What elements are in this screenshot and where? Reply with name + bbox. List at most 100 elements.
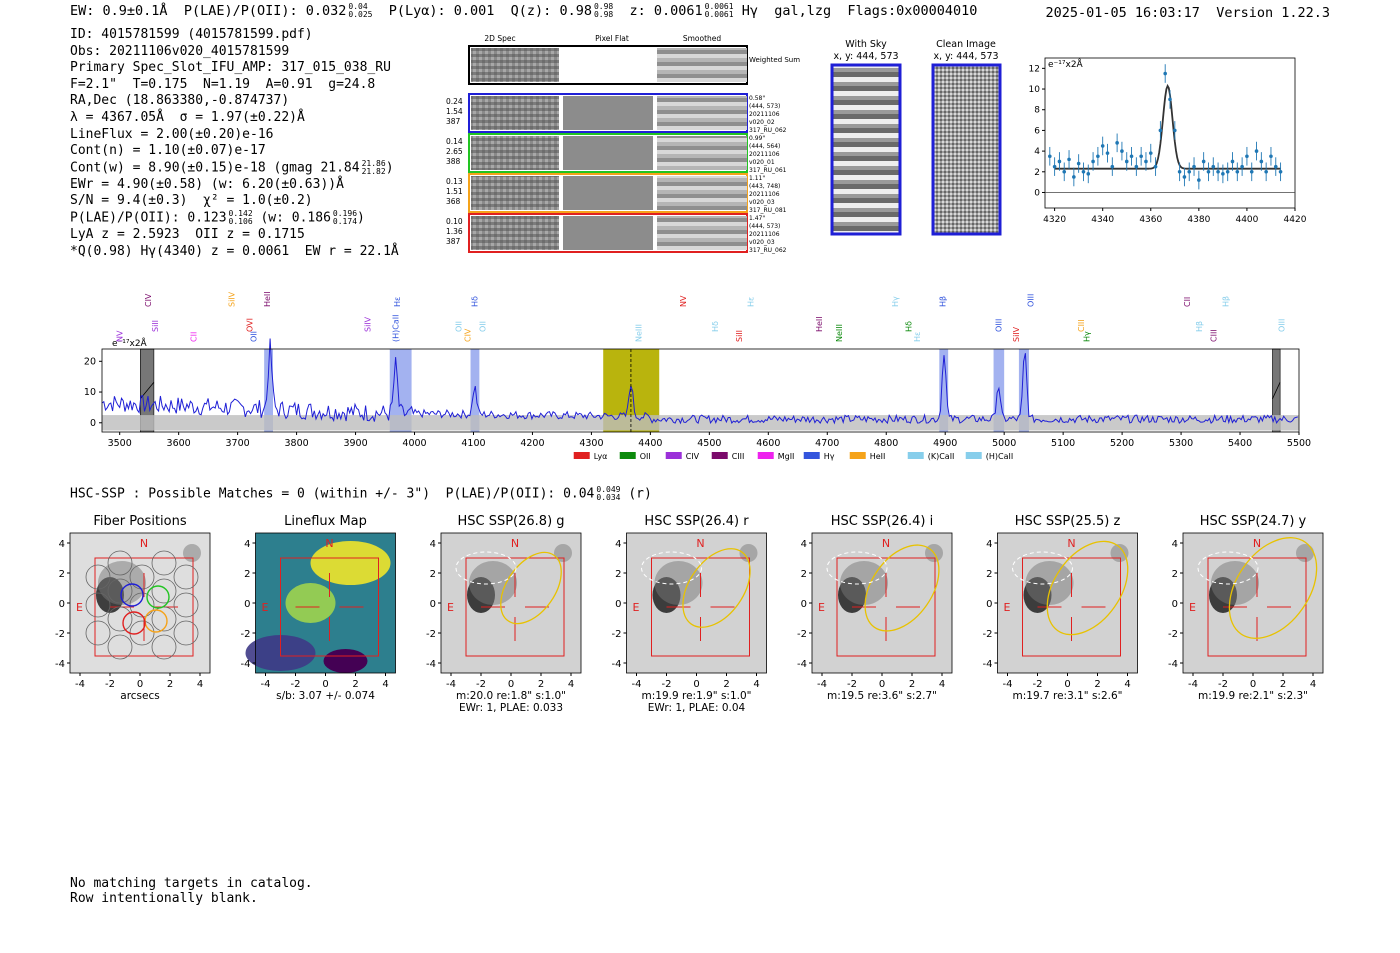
full-xtick-label: 5000: [992, 438, 1016, 449]
info-plae-text: P(LAE)/P(OII): 0.123: [70, 210, 227, 226]
zoom-data-point: [1269, 154, 1273, 159]
cutout-ytick-label: 0: [59, 599, 65, 610]
zoom-xtick-label: 4360: [1139, 215, 1162, 225]
with-sky-xy: x, y: 444, 573: [833, 51, 898, 62]
neighbor-source: [1296, 544, 1314, 562]
aperture-box: [1207, 557, 1307, 657]
cutout-xtick-label: 0: [1064, 679, 1070, 690]
zoom-data-point: [1273, 164, 1278, 169]
cutout-xtick-label: 2: [723, 679, 729, 690]
compass-n: N: [1067, 537, 1075, 550]
fiber-circle: [107, 578, 133, 604]
fiber-row-meta: 1.11": [749, 175, 765, 182]
header-plae: P(LAE)/P(OII): 0.032: [183, 3, 347, 19]
cutout-xtick-label: 2: [538, 679, 544, 690]
line-label: OVI: [245, 318, 254, 332]
fiber-row-meta: v020_03: [749, 199, 775, 206]
header-class: gal,lzg: [774, 3, 832, 19]
fiber-row-meta: 20211106: [749, 151, 780, 158]
fiber-circle: [85, 620, 111, 646]
compass-e: E: [76, 601, 83, 614]
hsc-tail: (r): [628, 486, 652, 502]
smoothed-image: [657, 96, 747, 130]
full-xtick-label: 4300: [579, 438, 603, 449]
selected-fiber: [120, 583, 144, 607]
fiber-row-meta: 317_RU_061: [749, 167, 787, 174]
line-label: Hε: [747, 297, 756, 307]
cutout-title: HSC SSP(24.7) y: [1200, 514, 1307, 529]
info-plae-w-lo: 0.174: [332, 217, 358, 227]
zoom-xtick-label: 4320: [1043, 215, 1066, 225]
cutout-xtick-label: 4: [197, 679, 203, 690]
cutout-xtick-label: -2: [105, 679, 115, 690]
info-plae-hi: 0.142: [228, 209, 253, 219]
cutout-ytick-label: 2: [430, 569, 436, 580]
cutout-frame: [626, 532, 767, 674]
header-qz: Q(z): 0.98: [510, 3, 592, 19]
zoom-fit-chart: 4320 4340 4360 4380 4400 4420 0 2 4 6 8 10 12 e⁻¹⁷x2Å: [1029, 57, 1307, 225]
legend-label: MgII: [778, 452, 795, 461]
legend-swatch: [619, 452, 636, 459]
fiber-circle: [85, 592, 111, 618]
info-primary: Primary Spec_Slot_IFU_AMP: 317_015_038_R…: [70, 60, 391, 76]
cutout-ytick-label: -4: [983, 659, 993, 670]
line-label: SiII: [151, 320, 160, 332]
header-qz-hi: 0.98: [593, 2, 614, 11]
line-label: Hγ: [891, 296, 900, 307]
cutout-ytick-label: 4: [986, 539, 992, 550]
with-sky-image: [830, 63, 902, 236]
zoom-data-point: [1144, 159, 1148, 164]
compass-n: N: [325, 537, 333, 550]
cutout-xtick-label: 4: [1124, 679, 1130, 690]
line-label: OII: [478, 321, 487, 332]
fiber-row-stat: 387: [446, 117, 461, 126]
zoom-data-point: [1148, 151, 1153, 155]
info-q: *Q(0.98) Hγ(4340) z = 0.0061 EW r = 22.1…: [70, 243, 399, 259]
legend-swatch: [803, 452, 820, 459]
zoom-data-point: [1278, 169, 1283, 174]
cutout-xtick-label: -2: [662, 679, 672, 690]
compass-e: E: [633, 601, 640, 614]
lineflux-blob: [310, 541, 391, 585]
zoom-data-point: [1221, 172, 1225, 176]
footer-notes: No matching targets in catalog. Row inten…: [70, 876, 313, 906]
fiber-row-meta: 0.58": [749, 95, 765, 102]
pixelflat-image: [563, 96, 653, 130]
legend-swatch: [573, 452, 590, 459]
zoom-data-point: [1086, 172, 1091, 176]
fiber-row-stat: 1.54: [446, 107, 463, 116]
cutout-frame: [997, 532, 1138, 674]
info-contn: Cont(n) = 1.10(±0.07)e-17: [70, 143, 266, 159]
aperture-box: [94, 557, 194, 657]
fiber-row-meta: 0.99": [749, 135, 765, 142]
galaxy-halo: [654, 561, 703, 605]
line-label: SiIV: [228, 291, 237, 307]
masked-hatch: [1272, 382, 1281, 399]
full-xtick-label: 4700: [815, 438, 839, 449]
line-label: OIII: [1277, 319, 1286, 332]
zoom-ytick-label: 10: [1029, 85, 1041, 95]
version: Version 1.22.3: [1216, 5, 1330, 21]
hsc-text: HSC-SSP : Possible Matches = 0 (within +…: [70, 486, 595, 502]
fiber-row-meta: 317_RU_062: [749, 247, 787, 254]
header-z-hi: 0.0061: [704, 2, 734, 11]
zoom-data-point: [1240, 164, 1244, 169]
full-xtick-label: 4100: [461, 438, 485, 449]
info-lambda: λ = 4367.05Å σ = 1.97(±0.22)Å: [70, 109, 305, 125]
header-ew: EW: 0.9±0.1Å: [70, 3, 168, 19]
neighbor-source: [554, 544, 572, 562]
legend-label: CIII: [732, 452, 745, 461]
header-plae-lo: 0.025: [348, 10, 373, 19]
hsc-lo: 0.034: [596, 493, 621, 502]
cutout-ytick-label: 0: [244, 599, 250, 610]
neighbor-ellipse: [1012, 551, 1073, 585]
cutout-ytick-label: -4: [797, 659, 807, 670]
legend-label: HeII: [870, 452, 886, 461]
spec2d-image: [471, 216, 559, 250]
zoom-data-point: [1177, 169, 1182, 174]
